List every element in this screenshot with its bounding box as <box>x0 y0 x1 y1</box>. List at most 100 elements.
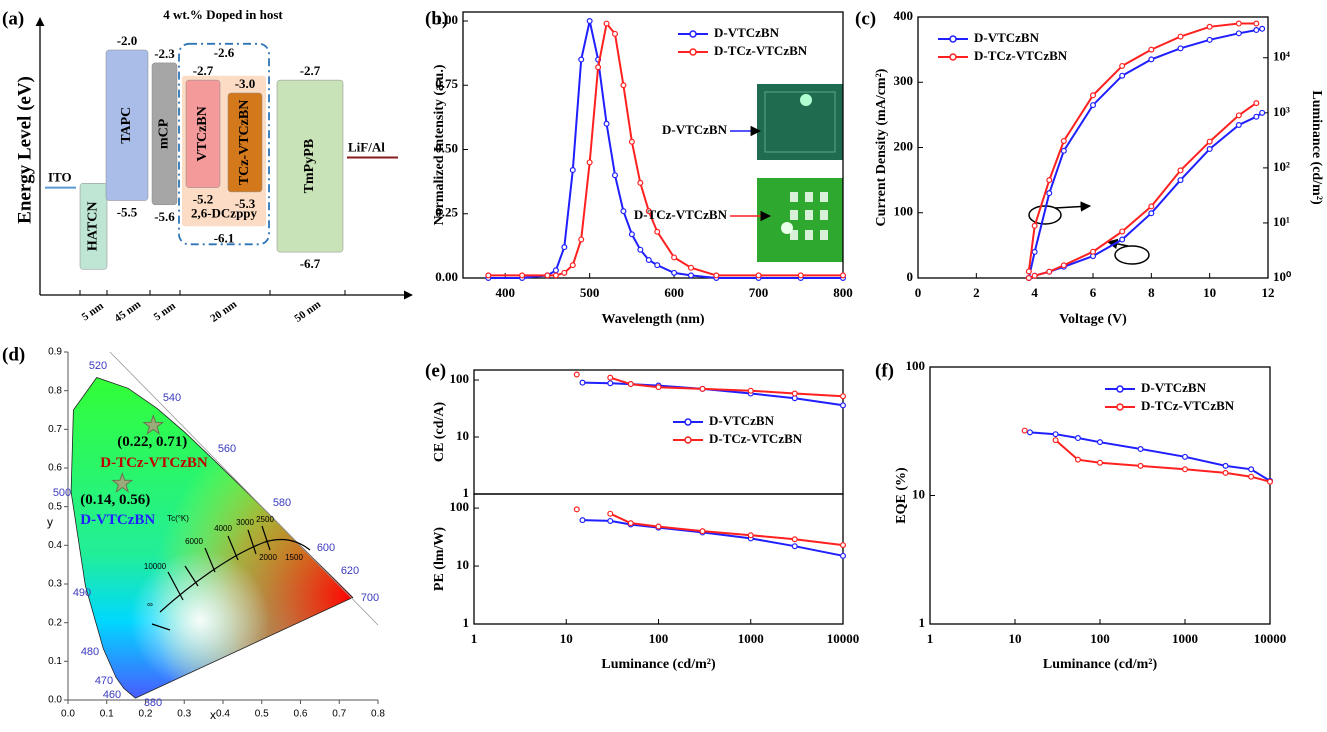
electrode-name: LiF/Al <box>348 139 385 154</box>
data-point <box>1253 100 1260 107</box>
data-point <box>1253 27 1260 34</box>
data-point <box>519 272 526 279</box>
data-point <box>1253 20 1260 27</box>
series-line <box>488 20 843 279</box>
data-point <box>1177 177 1184 184</box>
y-tick-label: 1 <box>919 615 926 630</box>
data-point <box>1026 429 1033 436</box>
thickness-label: 50 nm <box>292 298 323 324</box>
data-point <box>1074 456 1081 463</box>
thickness-label: 20 nm <box>208 298 239 324</box>
energy-level-box <box>151 62 178 206</box>
energy-level-box <box>105 49 149 201</box>
data-point <box>1060 137 1067 144</box>
y-tick-label: 0.5 <box>48 501 62 512</box>
data-point <box>1235 30 1242 37</box>
legend-marker <box>684 418 692 426</box>
data-point <box>671 269 678 276</box>
y-tick-label: 200 <box>894 138 914 153</box>
data-point <box>1046 268 1053 275</box>
data-point <box>839 272 846 279</box>
wavelength-label: 620 <box>341 565 359 577</box>
y-axis-title: PE (lm/W) <box>432 527 447 591</box>
y-tick-label: 0.3 <box>48 579 62 590</box>
y-axis-title: CE (cd/A) <box>432 402 447 463</box>
panel-label: (b) <box>425 8 448 29</box>
thickness-label: 5 nm <box>152 300 178 323</box>
data-point <box>1177 33 1184 40</box>
lumo-label: -3.0 <box>235 76 256 91</box>
y-tick-label: 400 <box>894 8 914 23</box>
data-point <box>561 269 568 276</box>
energy-level-box <box>276 79 344 253</box>
x-tick-label: 0.3 <box>177 709 191 720</box>
data-point <box>1148 203 1155 210</box>
homo-label: -5.5 <box>117 204 138 219</box>
wavelength-label: 700 <box>361 592 379 604</box>
x-axis-title: Voltage (V) <box>1059 312 1127 327</box>
legend-label: D-TCz-VTCzBN <box>709 431 803 446</box>
x-tick-label: 700 <box>749 285 769 300</box>
y-tick-label: 10 <box>456 428 469 443</box>
x-tick-label: 2 <box>973 285 980 300</box>
coordinate-label: (0.22, 0.71) <box>117 434 187 450</box>
data-point <box>1253 113 1260 120</box>
wavelength-label: 540 <box>163 392 181 404</box>
legend-marker <box>949 35 957 43</box>
diagonal-guide <box>109 351 379 626</box>
data-point <box>1031 272 1038 279</box>
y-tick-label: 10 <box>912 486 925 501</box>
layer-name: mCP <box>157 118 172 149</box>
data-point <box>699 385 706 392</box>
data-point <box>791 543 798 550</box>
data-point <box>578 236 585 243</box>
series-line <box>488 21 843 277</box>
data-point <box>1148 46 1155 53</box>
data-point <box>713 272 720 279</box>
data-point <box>1248 473 1255 480</box>
y-tick-label: 0.7 <box>48 424 62 435</box>
series-line <box>1054 439 1271 483</box>
x-tick-label: 100 <box>649 631 669 646</box>
y-tick-label: 0.4 <box>48 540 62 551</box>
data-point <box>1248 466 1255 473</box>
data-point <box>573 506 580 513</box>
doped-region-outline <box>178 42 270 246</box>
y2-tick-label: 10⁰ <box>1273 269 1292 284</box>
data-point <box>627 381 634 388</box>
data-point <box>607 517 614 524</box>
planckian-locus <box>151 525 311 631</box>
x-tick-label: 10 <box>1009 631 1022 646</box>
thickness-label: 45 nm <box>112 298 143 324</box>
data-point <box>839 542 846 549</box>
x-tick-label: 400 <box>495 285 515 300</box>
y-tick-label: 100 <box>906 358 926 373</box>
data-point <box>1119 62 1126 69</box>
data-point <box>791 390 798 397</box>
data-point <box>1177 167 1184 174</box>
data-point <box>1046 177 1053 184</box>
x-tick-label: 0.1 <box>100 709 114 720</box>
x-tick-label: 0.7 <box>332 709 346 720</box>
data-point <box>1222 462 1229 469</box>
legend-label: D-VTCzBN <box>709 413 775 428</box>
data-point <box>579 517 586 524</box>
x-tick-label: 4 <box>1031 285 1038 300</box>
energy-axes <box>35 17 413 300</box>
data-point <box>573 371 580 378</box>
legend-label: D-TCz-VTCzBN <box>1141 398 1235 413</box>
y-tick-label: 0.1 <box>48 656 62 667</box>
y-tick-label: 0.25 <box>435 205 458 220</box>
y-axis-title: EQE (%) <box>894 467 909 524</box>
data-point <box>1137 446 1144 453</box>
y-tick-label: 1 <box>463 615 470 630</box>
data-point <box>1031 248 1038 255</box>
series-line <box>1028 102 1257 279</box>
y-axis-title: Normalized Intensity (a.u.) <box>432 64 447 225</box>
data-point <box>1025 268 1032 275</box>
data-point <box>1089 92 1096 99</box>
data-point <box>747 387 754 394</box>
data-point <box>1206 36 1213 43</box>
x-tick-label: 500 <box>580 285 600 300</box>
legend-marker <box>1116 385 1124 393</box>
